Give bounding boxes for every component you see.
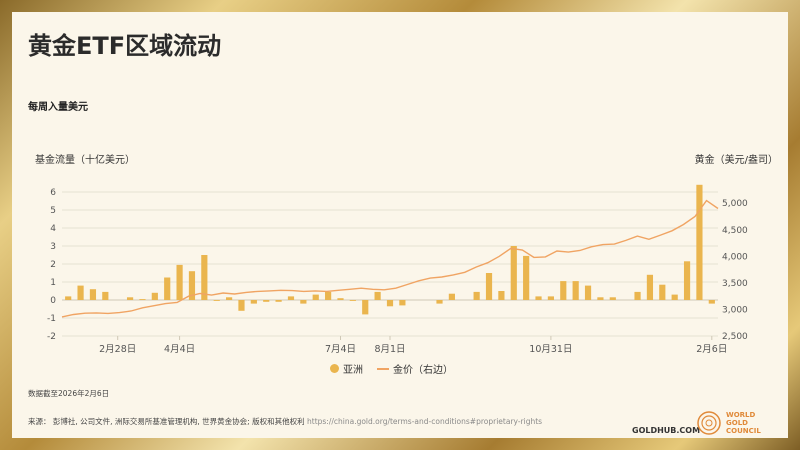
bar — [201, 255, 208, 300]
y-left-tick-label: 3 — [50, 242, 56, 252]
data-date-note: 数据截至2026年2月6日 — [28, 389, 110, 398]
bar — [683, 261, 691, 300]
wgc-line-1: WORLD — [726, 411, 756, 419]
bar — [634, 291, 641, 300]
bar — [287, 296, 295, 300]
chart-subtitle: 每周入量美元 — [28, 102, 88, 113]
source-link[interactable]: https://china.gold.org/terms-and-conditi… — [307, 417, 543, 426]
bar — [708, 300, 715, 304]
bar — [126, 297, 134, 300]
legend-item-bars: 亚洲 — [330, 361, 363, 376]
bar — [386, 300, 394, 307]
y-left-tick-label: 4 — [50, 224, 56, 234]
y-left-tick-label: 6 — [50, 188, 56, 198]
x-tick-label: 10月31日 — [529, 344, 572, 355]
x-tick-label: 8月1日 — [374, 344, 405, 355]
x-tick-label: 2月6日 — [696, 344, 727, 355]
bar — [646, 274, 654, 300]
bar — [523, 255, 530, 300]
bar — [176, 264, 183, 300]
bar — [572, 281, 579, 300]
wgc-logo-text: WORLD GOLD COUNCIL — [726, 411, 761, 435]
wgc-line-3: COUNCIL — [726, 427, 761, 435]
y-left-tick-label: 0 — [50, 296, 56, 306]
bar — [349, 300, 356, 301]
y-left-tick-label: 2 — [50, 260, 56, 270]
y-right-tick-label: 2,500 — [722, 332, 748, 342]
source-note: 来源： 彭博社, 公司文件, 洲际交易所基准管理机构, 世界黄金协会; 版权和其… — [28, 416, 542, 427]
bar — [584, 285, 592, 300]
bar — [547, 296, 554, 300]
bar — [560, 281, 567, 300]
page-title: 黄金ETF区域流动 — [28, 32, 222, 60]
bar — [275, 300, 282, 302]
bar — [263, 300, 270, 302]
y-right-tick-label: 5,000 — [722, 199, 748, 209]
legend-item-line: 金价（右边） — [377, 361, 453, 376]
line-swatch-icon — [377, 367, 389, 370]
wgc-logo: WORLD GOLD COUNCIL — [696, 410, 761, 436]
goldhub-link[interactable]: GOLDHUB.COM — [632, 426, 701, 435]
bar — [226, 297, 233, 300]
y-left-tick-label: 1 — [50, 278, 56, 288]
x-tick-label: 2月28日 — [99, 344, 136, 355]
bar — [77, 285, 84, 300]
slide-panel — [12, 12, 788, 438]
y-right-tick-label: 3,500 — [722, 279, 748, 289]
wgc-logo-icon — [697, 411, 721, 435]
bar — [312, 294, 319, 300]
bar — [164, 277, 171, 300]
y-axis-left-label: 基金流量（十亿美元） — [35, 155, 135, 166]
bar — [300, 300, 307, 304]
bar — [188, 271, 196, 300]
y-right-tick-label: 3,000 — [722, 305, 748, 315]
x-tick-label: 4月4日 — [164, 344, 195, 355]
bar — [213, 300, 220, 301]
bar — [535, 296, 542, 300]
bar — [473, 291, 480, 300]
y-left-tick-label: 5 — [50, 206, 56, 216]
legend-bars-label: 亚洲 — [343, 365, 363, 376]
bar — [597, 297, 604, 300]
bar — [696, 184, 703, 300]
bar — [485, 273, 493, 300]
bar — [337, 298, 344, 300]
bar — [102, 291, 109, 300]
bar — [448, 293, 455, 300]
bar — [89, 289, 97, 300]
bar — [510, 246, 517, 300]
y-right-tick-label: 4,000 — [722, 252, 748, 262]
bar — [498, 291, 505, 300]
bar — [139, 299, 146, 300]
y-left-tick-label: -2 — [47, 332, 56, 342]
bar — [399, 300, 406, 306]
bar-swatch-icon — [330, 364, 339, 373]
bar — [250, 300, 257, 304]
bar — [325, 291, 332, 300]
wgc-line-2: GOLD — [726, 419, 748, 427]
bar — [65, 296, 72, 300]
bar — [609, 297, 616, 300]
bar — [374, 291, 381, 300]
bar — [659, 284, 666, 300]
bar — [436, 300, 443, 304]
legend: 亚洲 金价（右边） — [330, 361, 453, 376]
legend-line-label: 金价（右边） — [393, 365, 453, 376]
gold-price-line — [61, 199, 719, 318]
bar — [362, 300, 369, 315]
y-right-tick-label: 4,500 — [722, 226, 748, 236]
bar — [238, 300, 245, 311]
x-tick-label: 7月4日 — [325, 344, 356, 355]
source-text: 来源： 彭博社, 公司文件, 洲际交易所基准管理机构, 世界黄金协会; 版权和其… — [28, 417, 305, 426]
bar — [671, 294, 678, 300]
y-left-tick-label: -1 — [47, 314, 56, 324]
y-axis-right-label: 黄金（美元/盎司） — [694, 155, 778, 166]
bar — [151, 292, 158, 300]
